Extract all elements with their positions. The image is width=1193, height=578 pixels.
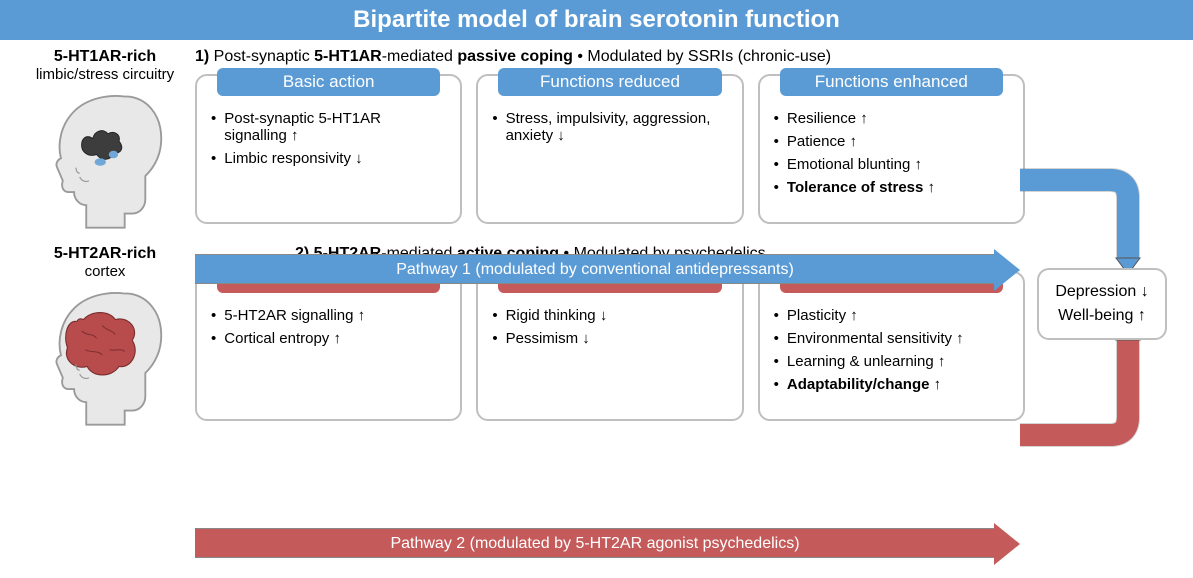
list-item: Cortical entropy ↑: [211, 330, 446, 347]
info-card: Basic action5-HT2AR signalling ↑Cortical…: [195, 271, 462, 421]
title-bar: Bipartite model of brain serotonin funct…: [0, 0, 1193, 40]
pathway-1: 5-HT1AR-rich limbic/stress circuitry 1) …: [15, 40, 1178, 237]
card-tab: Functions reduced: [498, 68, 721, 96]
info-card: Functions reducedRigid thinking ↓Pessimi…: [476, 271, 743, 421]
card-tab: Functions enhanced: [780, 68, 1003, 96]
list-item: Adaptability/change ↑: [774, 376, 1009, 393]
card-tab: Basic action: [217, 68, 440, 96]
list-item: Pessimism ↓: [492, 330, 727, 347]
list-item: Post-synaptic 5-HT1AR signalling ↑: [211, 110, 446, 144]
pathway-2-arrow: Pathway 2 (modulated by 5-HT2AR agonist …: [195, 528, 995, 558]
list-item: Patience ↑: [774, 133, 1009, 150]
list-item: Limbic responsivity ↓: [211, 150, 446, 167]
list-item: Tolerance of stress ↑: [774, 179, 1009, 196]
brain-label: 5-HT2AR-rich: [15, 245, 195, 263]
list-item: Plasticity ↑: [774, 307, 1009, 324]
list-item: Emotional blunting ↑: [774, 156, 1009, 173]
info-card: Basic actionPost-synaptic 5-HT1AR signal…: [195, 74, 462, 224]
list-item: Learning & unlearning ↑: [774, 353, 1009, 370]
card-list: Stress, impulsivity, aggression, anxiety…: [478, 110, 741, 144]
brain-sublabel: cortex: [15, 263, 195, 280]
brain-column: 5-HT2AR-rich cortex: [15, 245, 195, 434]
card-row: Basic actionPost-synaptic 5-HT1AR signal…: [195, 74, 1025, 224]
info-card: Functions reducedStress, impulsivity, ag…: [476, 74, 743, 224]
pathway-1-arrow: Pathway 1 (modulated by conventional ant…: [195, 254, 995, 284]
card-list: Resilience ↑ Patience ↑ Emotional blunting…: [760, 110, 1023, 196]
list-item: 5-HT2AR signalling ↑: [211, 307, 446, 324]
card-list: Post-synaptic 5-HT1AR signalling ↑ Limbic…: [197, 110, 460, 167]
card-list: Plasticity ↑ Environmental sensitivity ↑ L…: [760, 307, 1023, 393]
list-item: Stress, impulsivity, aggression, anxiety…: [492, 110, 727, 144]
main-area: 5-HT1AR-rich limbic/stress circuitry 1) …: [0, 40, 1193, 434]
content-column: 1) Post-synaptic 5-HT1AR-mediated passiv…: [195, 48, 1178, 224]
info-card: Functions enhancedResilience ↑Patience ↑…: [758, 74, 1025, 224]
pathway-heading: 1) Post-synaptic 5-HT1AR-mediated passiv…: [195, 48, 1178, 66]
list-item: Rigid thinking ↓: [492, 307, 727, 324]
brain-icon: [30, 87, 180, 237]
brain-column: 5-HT1AR-rich limbic/stress circuitry: [15, 48, 195, 237]
info-card: Functions enhancedPlasticity ↑Environmen…: [758, 271, 1025, 421]
card-list: 5-HT2AR signalling ↑ Cortical entropy ↑: [197, 307, 460, 347]
brain-icon: [30, 284, 180, 434]
brain-label: 5-HT1AR-rich: [15, 48, 195, 66]
card-list: Rigid thinking ↓ Pessimism ↓: [478, 307, 741, 347]
list-item: Resilience ↑: [774, 110, 1009, 127]
outcome-line: Well-being ↑: [1051, 304, 1153, 328]
outcome-box: Depression ↓ Well-being ↑: [1037, 268, 1167, 340]
outcome-line: Depression ↓: [1051, 280, 1153, 304]
card-row: Basic action5-HT2AR signalling ↑Cortical…: [195, 271, 1025, 421]
brain-sublabel: limbic/stress circuitry: [15, 66, 195, 83]
list-item: Environmental sensitivity ↑: [774, 330, 1009, 347]
